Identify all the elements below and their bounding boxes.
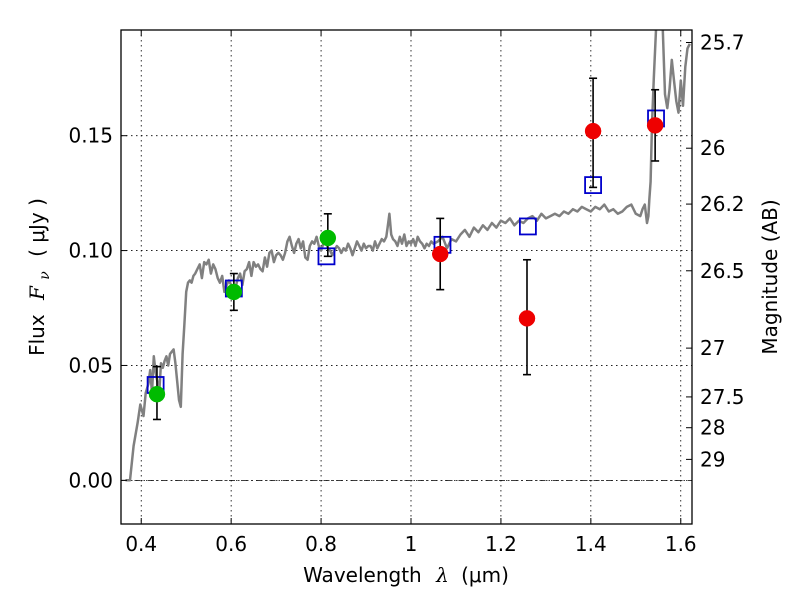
- right-tick-label: 26.2: [700, 192, 745, 216]
- x-tick-label: 0.4: [125, 532, 157, 556]
- x-axis-title: Wavelength λ (μm): [303, 563, 509, 587]
- y-axis-symbol: F: [25, 285, 49, 301]
- y-tick-label: 0.05: [68, 353, 113, 377]
- y-axis-ticks: 0.00 0.05 0.10 0.15: [68, 124, 127, 492]
- observed-point: [431, 245, 449, 263]
- y-axis-label-text: Flux: [25, 314, 49, 356]
- y-tick-label: 0.15: [68, 124, 113, 148]
- right-tick-label: 26: [700, 136, 725, 160]
- x-axis-symbol: λ: [435, 563, 449, 587]
- right-tick-label: 29: [700, 447, 725, 471]
- right-tick-label: 28: [700, 416, 725, 440]
- plot-frame: [120, 29, 693, 525]
- y-tick-label: 0.00: [68, 468, 113, 492]
- observed-point: [584, 122, 602, 140]
- model-photometry-square: [518, 217, 537, 236]
- observed-point: [319, 229, 337, 247]
- x-tick-label: 1.2: [485, 532, 517, 556]
- y-axis-title: Flux F ν ( μJy ): [25, 198, 54, 356]
- observed-point: [518, 310, 536, 327]
- x-tick-label: 0.6: [215, 532, 247, 556]
- y-tick-label: 0.10: [68, 239, 113, 263]
- x-axis-label-text: Wavelength: [303, 563, 422, 587]
- y-axis-subscript: ν: [37, 271, 53, 280]
- right-tick-label: 25.7: [700, 31, 745, 55]
- model-spectrum-line: [125, 30, 691, 482]
- observed-point: [646, 117, 664, 134]
- observed-point: [225, 283, 243, 301]
- x-tick-label: 1: [405, 532, 418, 556]
- right-tick-label: 26.5: [700, 259, 745, 283]
- observed-point: [148, 385, 166, 403]
- right-axis-ticks: 25.7 26 26.2 26.5 27 27.5 28 29: [686, 31, 745, 471]
- x-tick-label: 1.6: [665, 532, 697, 556]
- x-tick-label: 0.8: [305, 532, 337, 556]
- x-tick-label: 1.4: [575, 532, 607, 556]
- y-axis-unit: ( μJy ): [25, 198, 49, 257]
- model-photometry-square: [317, 247, 336, 266]
- right-axis-title: Magnitude (AB): [758, 199, 782, 354]
- right-tick-label: 27.5: [700, 385, 745, 409]
- x-axis-ticks: 0.4 0.6 0.8 1 1.2 1.4 1.6: [125, 30, 697, 556]
- right-tick-label: 27: [700, 336, 725, 360]
- observed-points: [148, 117, 664, 403]
- x-axis-unit: (μm): [461, 563, 509, 587]
